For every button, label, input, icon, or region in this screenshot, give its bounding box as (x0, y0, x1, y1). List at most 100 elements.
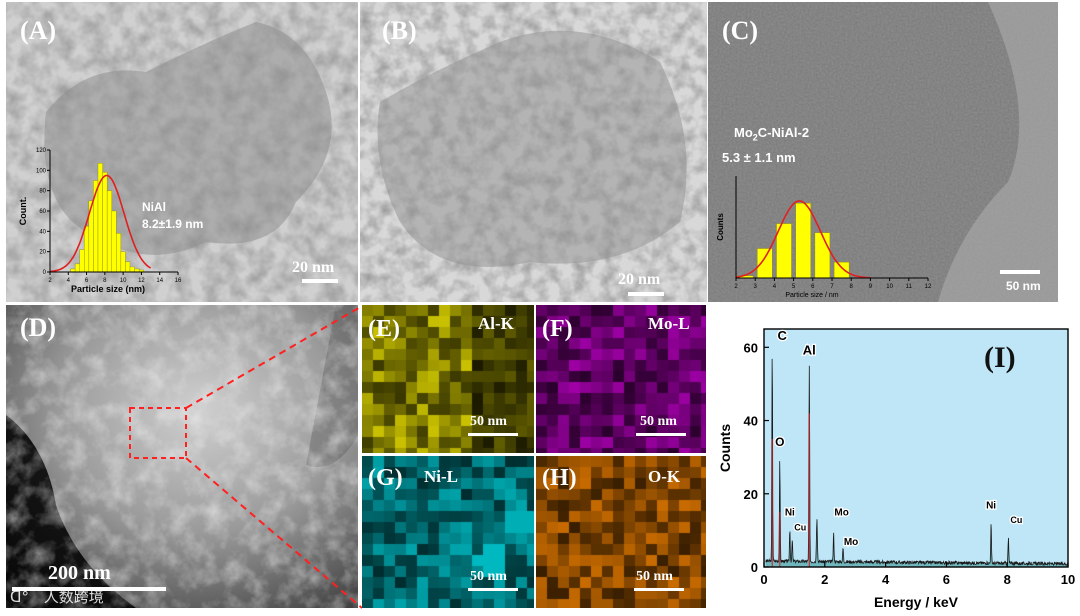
panel-d-scale-bar (12, 587, 166, 591)
histogram-a-bar (116, 233, 122, 273)
eds-y-tick-label: 20 (744, 487, 758, 502)
histogram-a-x-tick-label: 6 (85, 278, 89, 284)
panel-g-label: (G) (368, 465, 403, 491)
panel-a-legend-size: 8.2±1.9 nm (142, 217, 204, 231)
histogram-c-x-tick-label: 10 (886, 284, 893, 290)
eds-peak-label: Ni (785, 508, 795, 519)
histogram-c-x-tick-label: 2 (734, 284, 738, 290)
eds-x-tick-label: 10 (1061, 572, 1075, 587)
histogram-c-x-tick-label: 11 (906, 284, 913, 290)
panel-h-scale-bar (634, 588, 684, 591)
panel-a-legend-sample: NiAl (142, 200, 166, 214)
histogram-a-y-tick-label: 0 (43, 270, 47, 276)
eds-peak-label: Al (803, 343, 816, 358)
watermark-logo-icon: ᗡ° (10, 588, 30, 606)
histogram-c-x-tick-label: 7 (830, 284, 834, 290)
panel-i: 0 2 4 6 8 10 0 20 40 60 Energy / keV Counts C O Ni Cu Al… (708, 305, 1080, 616)
histogram-a-bar (125, 261, 131, 273)
histogram-a-y-tick-label: 80 (39, 189, 46, 195)
panel-d-label: (D) (20, 313, 57, 342)
histogram-a-bar (84, 226, 90, 273)
eds-x-tick-label: 8 (1004, 572, 1011, 587)
histogram-c-x-tick-label: 5 (792, 284, 796, 290)
panel-h-label: (H) (542, 465, 577, 491)
eds-x-tick-label: 2 (821, 572, 828, 587)
histogram-a-fit-curve (49, 174, 151, 273)
panel-c-legend-rest: C-NiAl-2 (757, 125, 810, 140)
histogram-c-x-tick-label: 12 (925, 284, 932, 290)
panel-f-label: (F) (542, 316, 573, 342)
eds-y-tick-label: 0 (751, 560, 758, 575)
histogram-a-y-tick-label: 60 (39, 209, 46, 215)
histogram-a-bar (111, 210, 117, 273)
panel-b: (B) 20 nm (360, 2, 707, 302)
histogram-a-x-label: Particle size (nm) (71, 284, 145, 294)
eds-x-tick-label: 6 (943, 572, 950, 587)
histogram-c-bar (795, 203, 811, 279)
eds-x-tick-label: 4 (882, 572, 890, 587)
eds-spectrum-line (765, 358, 1069, 567)
panel-f-element: Mo-L (648, 314, 690, 333)
panel-e-map (362, 305, 534, 453)
histogram-c-x-tick-label: 4 (773, 284, 777, 290)
histogram-a-bar (106, 190, 112, 273)
panel-e-scale-bar (468, 433, 518, 436)
panel-e-scale-text: 50 nm (470, 414, 507, 429)
panel-b-tem-image (360, 2, 707, 302)
watermark: ᗡ° 人数跨境 (10, 586, 104, 607)
histogram-c-fit-curve (735, 200, 871, 279)
panel-h: (H) O-K 50 nm (536, 456, 706, 608)
panel-f: (F) Mo-L 50 nm (536, 305, 706, 453)
histogram-a-bar (74, 263, 80, 273)
panel-e-label: (E) (368, 316, 400, 342)
panel-c-legend-sample: Mo2C-NiAl-2 (734, 125, 809, 143)
histogram-c-x-tick-label: 9 (869, 284, 873, 290)
panel-g-map (362, 456, 534, 608)
panel-i-label: (I) (984, 341, 1016, 374)
panel-h-scale-text: 50 nm (636, 569, 673, 584)
panel-a-scale-text: 20 nm (292, 259, 335, 276)
eds-peak-label: O (775, 435, 784, 449)
panel-i-eds-chart: 0 2 4 6 8 10 0 20 40 60 Energy / keV Counts C O Ni Cu Al… (717, 327, 1075, 610)
eds-plot-background (764, 329, 1068, 567)
eds-peak-label: Mo (844, 537, 858, 548)
panel-c-legend-mo: Mo (734, 125, 753, 140)
panel-e-element: Al-K (478, 314, 514, 333)
panel-a-label: (A) (20, 16, 57, 45)
histogram-c-x-tick-label: 3 (754, 284, 758, 290)
eds-peak-label: Mo (834, 508, 848, 519)
histogram-a-x-tick-label: 16 (175, 278, 182, 284)
histogram-a-x-tick-label: 12 (138, 278, 145, 284)
panel-c-scale-bar (1000, 270, 1040, 274)
histogram-a-y-tick-label: 120 (36, 148, 47, 154)
histogram-a-y-label: Count. (18, 197, 28, 226)
panel-a-scale-bar (302, 279, 338, 283)
panel-g-scale-bar (468, 588, 518, 591)
histogram-a-x-tick-label: 2 (48, 278, 52, 284)
histogram-c-x-label: Particle size / nm (785, 292, 838, 299)
panel-d-roi-box (129, 407, 187, 459)
eds-peak-label: C (778, 328, 788, 343)
histogram-a-y-tick-label: 40 (39, 229, 46, 235)
panel-c-scale-text: 50 nm (1006, 280, 1041, 292)
eds-x-label: Energy / keV (874, 594, 959, 610)
panel-h-element: O-K (648, 467, 681, 486)
eds-peak-label: Cu (1010, 515, 1022, 525)
watermark-text: 人数跨境 (43, 588, 104, 606)
panel-a: (A) 20 nm 2 4 6 8 10 12 14 16 0 20 40 60 80 100 120 Par… (6, 2, 358, 302)
histogram-a-x-tick-label: 8 (103, 278, 107, 284)
histogram-c-bar (757, 248, 773, 279)
panel-c-legend-sub: 2 (752, 132, 758, 143)
panel-c-label: (C) (722, 16, 759, 45)
panel-f-scale-text: 50 nm (640, 414, 677, 429)
panel-a-histogram: 2 4 6 8 10 12 14 16 0 20 40 60 80 100 120 Particle size… (18, 148, 182, 294)
panel-g-element: Ni-L (424, 467, 458, 486)
panel-g-scale-text: 50 nm (470, 569, 507, 584)
eds-y-tick-label: 40 (744, 414, 758, 429)
histogram-c-bar (833, 261, 850, 279)
histogram-c-bar (814, 232, 831, 279)
histogram-a-bar (102, 172, 108, 273)
panel-c-tem-image (708, 2, 1058, 302)
panel-c-legend-size: 5.3 ± 1.1 nm (722, 150, 796, 165)
eds-peak-label: Cu (794, 522, 806, 532)
